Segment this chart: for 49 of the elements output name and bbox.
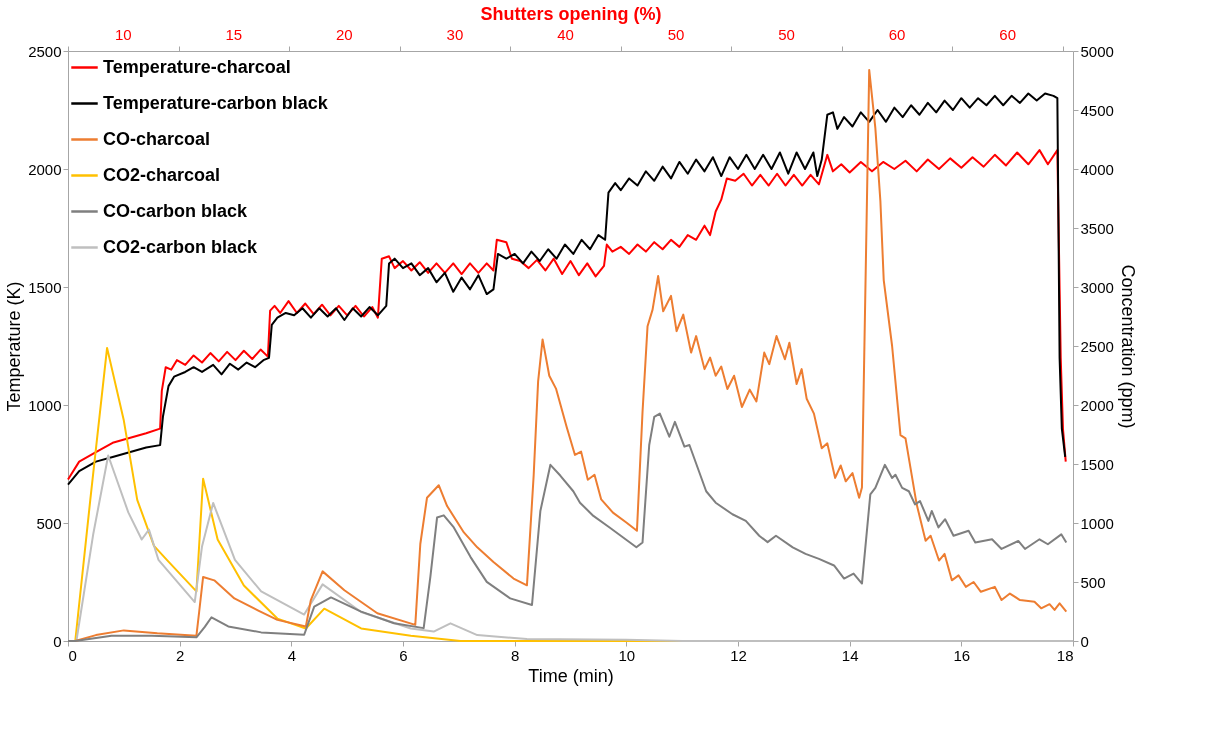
legend-label: Temperature-charcoal xyxy=(103,56,291,77)
y2-tick-label: 5000 xyxy=(1080,42,1114,60)
y2-tick-label: 4500 xyxy=(1080,101,1114,119)
x-tick-label: 4 xyxy=(287,646,297,664)
y-tick-label: 1500 xyxy=(28,278,62,296)
y2-tick-label: 3000 xyxy=(1080,278,1114,296)
y2-tick-label: 2000 xyxy=(1080,396,1114,414)
x-tick-label: 14 xyxy=(841,646,859,664)
legend-label: CO-charcoal xyxy=(103,128,211,149)
y2-tick-label: 1000 xyxy=(1080,514,1114,532)
text: 15 xyxy=(225,26,243,43)
x2-axis-title: Shutters opening (%) xyxy=(480,4,662,24)
x-tick-label: 2 xyxy=(175,646,185,664)
y-tick-label: 1000 xyxy=(28,396,62,414)
y-axis-title: Temperature (K) xyxy=(4,281,25,412)
y2-tick-label: 3500 xyxy=(1080,219,1114,237)
text: 50 xyxy=(667,26,685,43)
x-tick-label: 10 xyxy=(618,646,636,664)
y2-tick-label: 2500 xyxy=(1080,337,1114,355)
legend-label: CO-carbon black xyxy=(103,200,249,221)
x-tick-label: 18 xyxy=(1056,646,1074,664)
text: 50 xyxy=(778,26,795,43)
x-tick-label: 16 xyxy=(953,646,971,664)
x-axis-title: Time (min) xyxy=(528,665,614,686)
text: 60 xyxy=(888,26,906,43)
x-tick-label: 8 xyxy=(510,646,520,664)
legend-label: CO2-charcoal xyxy=(103,164,221,185)
y-tick-label: 2000 xyxy=(28,160,62,178)
x-tick-label: 0 xyxy=(68,646,77,664)
x-tick-label: 12 xyxy=(730,646,747,664)
x-tick-label: 6 xyxy=(399,646,408,664)
line-series xyxy=(67,149,1067,481)
text: 10 xyxy=(114,26,132,43)
y-tick-label: 2500 xyxy=(28,42,62,60)
y2-tick-label: 4000 xyxy=(1080,160,1114,178)
y-tick-label: 0 xyxy=(53,632,62,650)
y2-tick-label: 1500 xyxy=(1080,455,1114,473)
text: 60 xyxy=(999,26,1017,43)
y-tick-label: 500 xyxy=(36,514,62,532)
text: 30 xyxy=(446,26,464,43)
y2-tick-label: 500 xyxy=(1080,573,1106,591)
y2-tick-label: 0 xyxy=(1080,632,1089,650)
legend-label: Temperature-carbon black xyxy=(103,92,329,113)
text: 20 xyxy=(336,26,353,43)
y2-axis-title: Concentration (ppm) xyxy=(1117,264,1138,429)
text: 40 xyxy=(557,26,574,43)
line-series xyxy=(67,92,1067,486)
line-series xyxy=(67,412,1068,642)
legend-label: CO2-carbon black xyxy=(103,236,259,257)
